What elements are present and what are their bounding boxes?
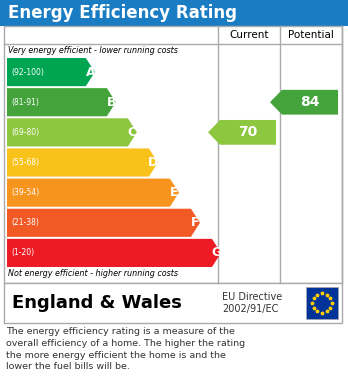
Text: 84: 84 (300, 95, 320, 109)
Text: 70: 70 (238, 126, 258, 139)
Polygon shape (7, 239, 221, 267)
Bar (0, 0, 348, 26)
Text: (39-54): (39-54) (11, 188, 39, 197)
Polygon shape (270, 90, 338, 115)
Polygon shape (7, 88, 116, 116)
Text: EU Directive
2002/91/EC: EU Directive 2002/91/EC (222, 292, 282, 314)
Text: G: G (211, 246, 222, 260)
Text: (92-100): (92-100) (11, 68, 44, 77)
Text: D: D (148, 156, 159, 169)
Text: The energy efficiency rating is a measure of the
overall efficiency of a home. T: The energy efficiency rating is a measur… (6, 327, 245, 371)
Text: A: A (86, 66, 95, 79)
Polygon shape (7, 149, 158, 177)
Text: Energy Efficiency Rating: Energy Efficiency Rating (8, 4, 237, 22)
Bar (4, 283, 342, 323)
Polygon shape (7, 179, 179, 207)
Bar (4, 26, 342, 283)
Text: (69-80): (69-80) (11, 128, 39, 137)
Text: Not energy efficient - higher running costs: Not energy efficient - higher running co… (8, 269, 178, 278)
Bar (306, 287, 338, 319)
Text: C: C (128, 126, 137, 139)
Text: (1-20): (1-20) (11, 248, 34, 257)
Text: (81-91): (81-91) (11, 98, 39, 107)
Polygon shape (7, 58, 95, 86)
Text: Potential: Potential (288, 30, 334, 40)
Polygon shape (7, 118, 137, 146)
Polygon shape (208, 120, 276, 145)
Text: E: E (170, 186, 179, 199)
Text: B: B (106, 96, 116, 109)
Text: Very energy efficient - lower running costs: Very energy efficient - lower running co… (8, 46, 178, 55)
Text: (21-38): (21-38) (11, 218, 39, 227)
Text: F: F (191, 216, 200, 229)
Text: (55-68): (55-68) (11, 158, 39, 167)
Text: England & Wales: England & Wales (12, 294, 182, 312)
Polygon shape (7, 209, 200, 237)
Text: Current: Current (229, 30, 269, 40)
